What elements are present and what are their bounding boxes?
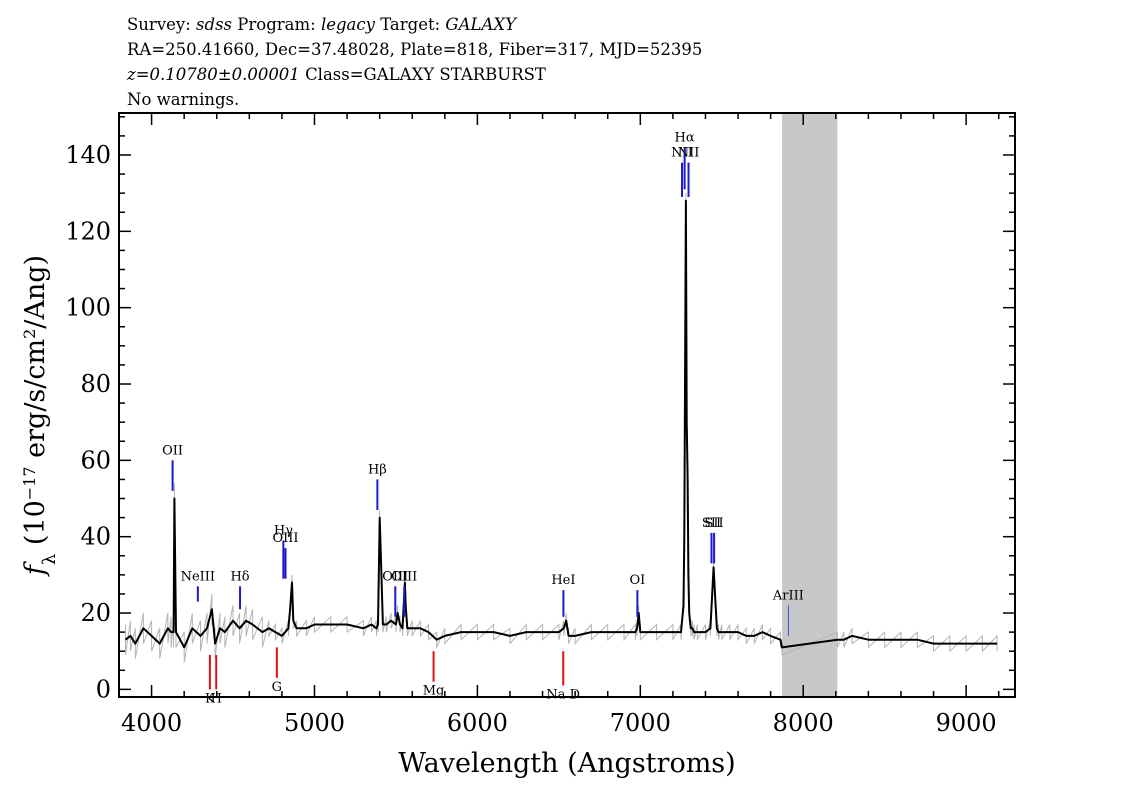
x-tick-label: 5000 — [284, 709, 345, 737]
y-axis-title-part: −17 — [20, 466, 39, 500]
header-line-survey: Survey: sdss Program: legacy Target: GAL… — [127, 12, 702, 37]
x-axis-title: Wavelength (Angstroms) — [398, 748, 735, 779]
x-tick-label: 7000 — [610, 709, 671, 737]
class-value: Class=GALAXY STARBURST — [305, 65, 546, 84]
emission-line-label: Hδ — [230, 569, 249, 584]
y-tick-label: 40 — [80, 523, 111, 551]
spectrum-header: Survey: sdss Program: legacy Target: GAL… — [127, 12, 702, 112]
noise-trace — [125, 193, 998, 663]
survey-label: Survey: — [127, 15, 191, 34]
y-tick-label: 140 — [65, 141, 111, 169]
header-line-redshift: z=0.10780±0.00001 Class=GALAXY STARBURST — [127, 62, 702, 87]
x-tick-label: 4000 — [121, 709, 182, 737]
emission-line-label: Hγ — [274, 524, 293, 539]
emission-line-label: NII — [678, 146, 700, 161]
y-tick-label: 80 — [80, 370, 111, 398]
redshift-value: z=0.10780±0.00001 — [127, 65, 300, 84]
absorption-line-label: H — [211, 691, 222, 706]
emission-line-label: OIII — [391, 569, 417, 584]
target-label: Target: — [380, 15, 441, 34]
axes-layer: 4000 5000 6000 7000 8000 9000 0 20 40 60 80 100 120 1… — [65, 112, 1016, 737]
absorption-line-label: G — [272, 680, 282, 695]
emission-line-label: HeI — [551, 573, 575, 588]
y-tick-label: 60 — [80, 446, 111, 474]
absorption-line-label: Mg — [423, 684, 445, 699]
emission-line-label: OI — [629, 573, 645, 588]
emission-line-label: ArIII — [772, 588, 804, 603]
survey-value: sdss — [196, 15, 233, 34]
y-axis-title: fλ (10−17 erg/s/cm2/Ang) — [20, 255, 60, 577]
plot-frame — [118, 112, 1016, 698]
emission-line-label: Hα — [675, 130, 695, 145]
y-axis-title-part: erg/s/cm — [20, 339, 51, 467]
y-axis-title-part: f — [20, 561, 51, 577]
x-tick-label: 6000 — [447, 709, 508, 737]
y-tick-label: 0 — [96, 675, 111, 703]
noise-layer — [125, 193, 998, 663]
program-value: legacy — [320, 15, 375, 34]
y-tick-label: 120 — [65, 217, 111, 245]
emission-line-label: OII — [162, 443, 183, 458]
spectrum-line — [124, 199, 998, 649]
y-axis-title-part: (10 — [20, 500, 51, 553]
program-label: Program: — [237, 15, 316, 34]
y-tick-label: 100 — [65, 294, 111, 322]
emission-line-label: OIII — [272, 531, 298, 546]
header-line-coordinates: RA=250.41660, Dec=37.48028, Plate=818, F… — [127, 40, 703, 59]
emission-line-label: OIII — [382, 569, 408, 584]
y-axis-title-part: /Ang) — [20, 255, 51, 329]
series-layer — [124, 199, 998, 649]
y-axis-title-part: λ — [39, 554, 60, 565]
emission-line-label: SII — [702, 516, 721, 531]
header-line-warnings: No warnings. — [127, 90, 240, 109]
masked-region-layer — [782, 113, 838, 697]
target-value: GALAXY — [445, 15, 517, 34]
x-tick-label: 8000 — [773, 709, 834, 737]
y-tick-label: 20 — [80, 599, 111, 627]
absorption-line-label: K — [205, 691, 215, 706]
y-axis-title-part: 2 — [20, 329, 39, 339]
emission-line-label: SII — [705, 516, 724, 531]
emission-line-label: NeIII — [181, 569, 215, 584]
x-tick-label: 9000 — [936, 709, 997, 737]
emission-line-label: NII — [671, 146, 693, 161]
masked-region — [782, 113, 838, 697]
absorption-line-label: Na D — [546, 688, 580, 703]
emission-line-label: Hβ — [368, 462, 387, 477]
